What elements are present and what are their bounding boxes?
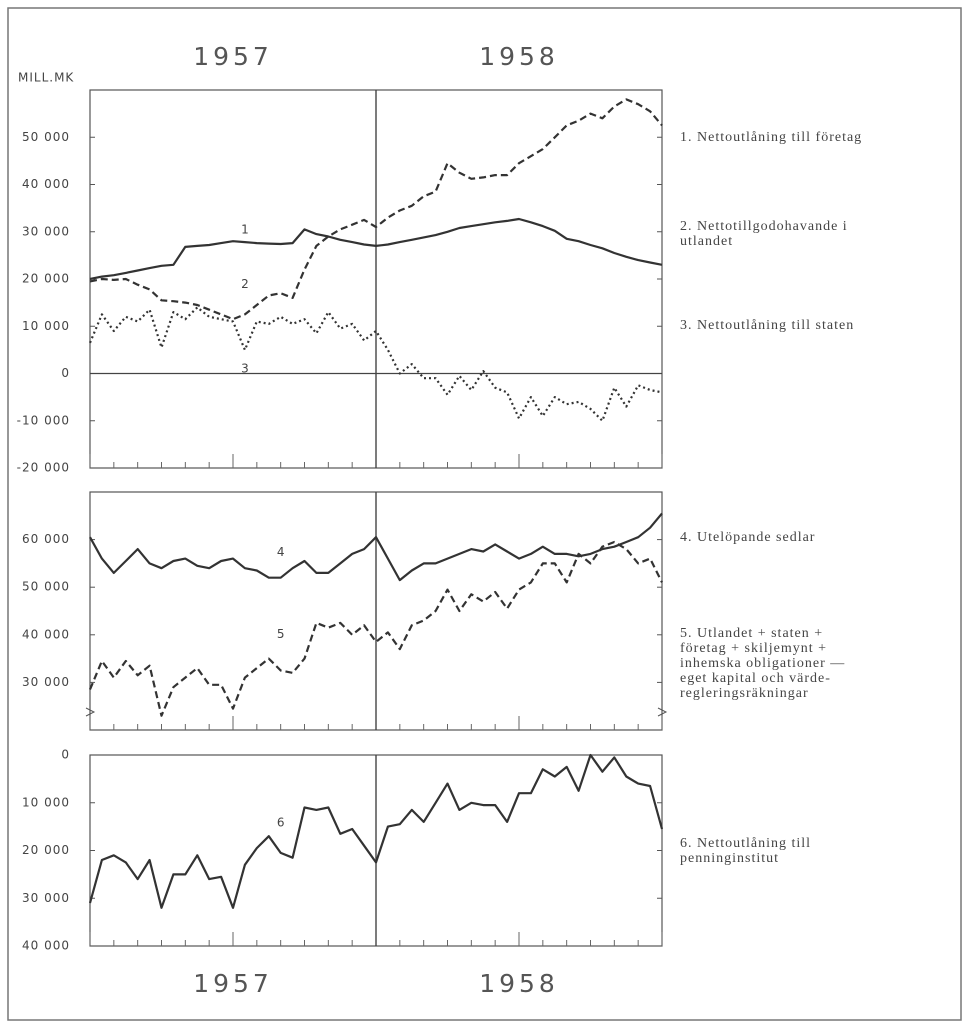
year-label: 1957 — [193, 969, 273, 998]
series-line — [88, 753, 664, 909]
y-tick-label: 20 000 — [22, 843, 70, 857]
y-tick-label: 30 000 — [22, 891, 70, 905]
legend-entry: 6. Nettoutlåning till penninginstitut — [680, 836, 812, 866]
year-label: 1957 — [193, 42, 273, 71]
y-axis-label: MILL.MK — [18, 71, 74, 85]
line-label: 2 — [241, 277, 249, 291]
legend-entry: 3. Nettoutlåning till staten — [680, 318, 855, 333]
y-tick-label: 40 000 — [22, 627, 70, 641]
y-tick-label: 40 000 — [22, 939, 70, 953]
series-line — [89, 98, 663, 321]
legend-entry: 4. Utelöpande sedlar — [680, 530, 816, 545]
series-line — [89, 217, 663, 281]
axis-break — [85, 707, 668, 717]
y-tick-label: 30 000 — [22, 675, 70, 689]
year-label: 1958 — [479, 969, 559, 998]
line-label: 6 — [277, 815, 285, 829]
y-tick-label: 0 — [61, 366, 70, 380]
legend-entry: 5. Utlandet + staten + företag + skiljem… — [680, 626, 846, 701]
y-tick-label: 10 000 — [22, 319, 70, 333]
line-label: 1 — [241, 223, 249, 237]
series-line — [88, 306, 663, 422]
y-tick-label: 20 000 — [22, 272, 70, 286]
y-tick-label: 50 000 — [22, 580, 70, 594]
y-tick-label: -10 000 — [17, 413, 70, 427]
y-tick-label: 40 000 — [22, 177, 70, 191]
y-tick-label: 50 000 — [22, 130, 70, 144]
y-tick-label: 10 000 — [22, 795, 70, 809]
legend-entry: 2. Nettotillgodohavande i utlandet — [680, 219, 848, 249]
y-tick-label: 30 000 — [22, 224, 70, 238]
line-label: 3 — [241, 361, 249, 375]
frame — [7, 7, 962, 1021]
y-tick-label: 60 000 — [22, 532, 70, 546]
legend-entry: 1. Nettoutlåning till företag — [680, 130, 863, 145]
y-tick-label: -20 000 — [17, 461, 70, 475]
year-label: 1958 — [479, 42, 559, 71]
y-tick-label: 0 — [61, 748, 70, 762]
series-line — [89, 512, 663, 582]
line-label: 5 — [277, 627, 285, 641]
series-line — [88, 540, 663, 717]
line-label: 4 — [277, 545, 285, 559]
